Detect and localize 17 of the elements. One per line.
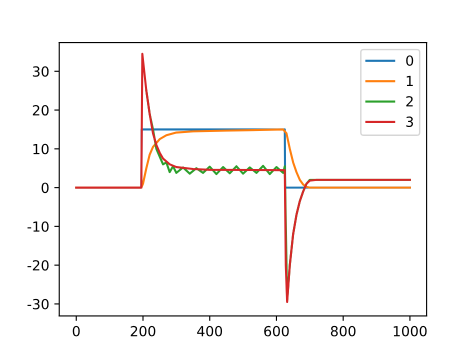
x-tick-label: 800 — [330, 326, 356, 336]
y-tick-label: 0 — [42, 182, 49, 194]
legend-label: 1 — [406, 76, 413, 86]
legend-label: 3 — [406, 116, 413, 128]
y-tick-label: -10 — [28, 221, 49, 232]
y-tick-label: 10 — [33, 144, 49, 154]
y-tick-label: -30 — [28, 298, 49, 310]
x-tick-label: 600 — [264, 326, 289, 336]
x-tick-label: 400 — [197, 326, 222, 336]
x-tick-label: 0 — [72, 326, 80, 336]
legend-label: 0 — [406, 55, 414, 66]
y-tick-label: 30 — [32, 66, 49, 77]
x-tick-label: 200 — [130, 326, 156, 336]
legend-label: 2 — [406, 96, 413, 106]
x-tick-label: 1000 — [394, 326, 427, 336]
y-tick-label: 20 — [32, 105, 49, 116]
y-tick-label: -20 — [28, 260, 49, 271]
